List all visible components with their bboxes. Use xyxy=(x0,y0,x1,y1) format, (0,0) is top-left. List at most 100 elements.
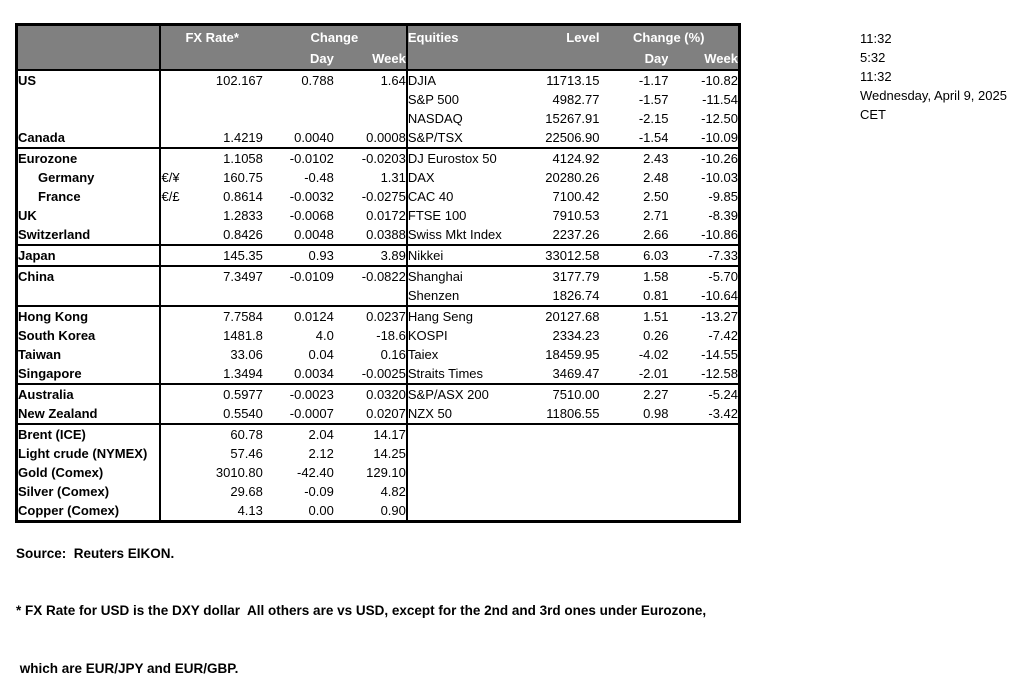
equity-change-week-cell: -5.24 xyxy=(668,383,740,404)
country-cell: Hong Kong xyxy=(16,305,162,326)
equity-name-cell: Shenzen xyxy=(405,286,509,306)
equity-change-day-cell xyxy=(600,482,669,501)
table-row: China 7.3497 -0.0109 -0.0822 Shanghai 3177.79… xyxy=(16,265,740,286)
equity-level-cell: 20280.26 xyxy=(545,170,600,185)
header-row-1: FX Rate* Change Equities Level Change (%… xyxy=(16,24,740,50)
equity-change-day-cell: 1.51 xyxy=(599,305,669,326)
equity-change-week-cell: -10.03 xyxy=(701,170,738,185)
header-day-pct: Day xyxy=(599,50,669,71)
header-equities: Equities xyxy=(405,24,509,50)
header-level: Level xyxy=(508,24,600,50)
date-label: Wednesday, April 9, 2025 xyxy=(860,88,1007,103)
fx-change-week-cell xyxy=(334,109,407,128)
currency-pair-cell xyxy=(160,128,199,148)
country-cell xyxy=(16,286,162,306)
equity-change-week-cell: -10.26 xyxy=(668,147,740,168)
currency-pair-cell xyxy=(160,90,199,109)
country-cell: New Zealand xyxy=(16,404,162,424)
table-row: France €/£ 0.8614 -0.0032 -0.0275 CAC 40 7100.… xyxy=(16,187,740,206)
fx-change-week-cell: 0.0237 xyxy=(333,305,407,326)
equity-level-cell: 7100.42 xyxy=(552,189,600,204)
fx-rate-cell: 1.3494 xyxy=(223,366,263,381)
header-row-2: Day Week Day Week xyxy=(16,50,740,71)
fx-change-week-cell: -0.0025 xyxy=(361,366,406,381)
table-row: Brent (ICE) 60.78 2.04 14.17 xyxy=(16,423,740,444)
equity-name-cell: CAC 40 xyxy=(405,187,509,206)
fx-change-week-cell: -0.0203 xyxy=(333,147,407,168)
equity-change-day-cell: -1.54 xyxy=(638,130,669,145)
header-empty-level xyxy=(508,50,600,71)
time-local: 5:32 xyxy=(860,50,886,65)
equity-name-cell: Taiex xyxy=(405,345,509,364)
country-cell: Brent (ICE) xyxy=(16,423,162,444)
fx-rate-cell: 0.5977 xyxy=(199,383,263,404)
equity-change-day-cell: 2.48 xyxy=(643,170,669,185)
table-row: Hong Kong 7.7584 0.0124 0.0237 Hang Seng 2012… xyxy=(16,305,740,326)
table-row: Singapore 1.3494 0.0034 -0.0025 Straits Time… xyxy=(16,364,740,384)
fx-change-day-cell: 2.12 xyxy=(308,446,334,461)
fx-rate-cell: 33.06 xyxy=(230,347,263,362)
country-cell: Singapore xyxy=(16,364,162,384)
equity-change-week-cell xyxy=(668,482,739,501)
fx-rate-cell: 0.8426 xyxy=(223,227,263,242)
fx-change-day-cell: 0.93 xyxy=(262,244,334,266)
country-cell: South Korea xyxy=(16,326,162,345)
fx-change-day-cell: 0.788 xyxy=(301,73,334,88)
equity-change-week-cell: -8.39 xyxy=(708,208,738,223)
country-cell: Gold (Comex) xyxy=(16,463,162,482)
fx-change-week-cell: 0.16 xyxy=(380,347,406,362)
equity-level-cell: 22506.90 xyxy=(545,130,600,145)
currency-pair-cell xyxy=(160,305,200,326)
equity-level-cell xyxy=(508,463,599,482)
header-fx-rate: FX Rate* xyxy=(160,24,263,50)
currency-pair-cell xyxy=(160,147,200,168)
equity-change-week-cell: -10.09 xyxy=(701,130,738,145)
fx-rate-cell: 7.3497 xyxy=(199,265,263,286)
equity-level-cell: 18459.95 xyxy=(545,347,600,362)
equity-change-week-cell: -13.27 xyxy=(668,305,740,326)
equity-name-cell: S&P/ASX 200 xyxy=(405,383,509,404)
equity-change-week-cell: -11.54 xyxy=(702,92,738,107)
fx-change-day-cell: -42.40 xyxy=(296,465,334,480)
fx-change-day-cell: -0.48 xyxy=(304,170,334,185)
country-cell: Silver (Comex) xyxy=(16,482,162,501)
equity-change-day-cell: -2.15 xyxy=(638,111,669,126)
equity-change-day-cell: -2.01 xyxy=(638,366,669,381)
equity-name-cell: Straits Times xyxy=(405,364,509,384)
fx-change-day-cell: -0.0032 xyxy=(289,189,334,204)
header-day: Day xyxy=(262,50,334,71)
equity-name-cell: S&P 500 xyxy=(405,90,509,109)
fx-change-week-cell: 3.89 xyxy=(333,244,407,266)
fx-change-week-cell: 14.25 xyxy=(373,446,406,461)
equity-level-cell xyxy=(508,444,599,463)
fx-change-week-cell: 4.82 xyxy=(380,484,406,499)
source-note: Source: Reuters EIKON. xyxy=(16,545,175,561)
currency-pair-cell xyxy=(160,383,200,404)
equity-level-cell: 7510.00 xyxy=(508,383,600,404)
currency-pair-cell xyxy=(160,463,199,482)
equity-change-day-cell xyxy=(599,423,669,444)
table-row: Japan 145.35 0.93 3.89 Nikkei 33012.58 6.03 -7.… xyxy=(16,244,740,266)
table-row: Taiwan 33.06 0.04 0.16 Taiex 18459.95 -4.02 -14… xyxy=(16,345,740,364)
fx-change-week-cell xyxy=(334,90,407,109)
equity-change-day-cell: -4.02 xyxy=(638,347,669,362)
equity-change-day-cell: 0.81 xyxy=(643,288,669,303)
timestamp-block: 11:32 5:32 11:32 Wednesday, April 9, 202… xyxy=(860,29,1007,124)
equity-level-cell: 2237.26 xyxy=(552,227,600,242)
equity-change-week-cell: -14.55 xyxy=(701,347,738,362)
equity-change-week-cell: -7.42 xyxy=(708,328,738,343)
fx-change-week-cell: 0.0207 xyxy=(366,406,406,421)
equity-change-day-cell: 0.98 xyxy=(643,406,669,421)
equity-change-week-cell: -9.85 xyxy=(708,189,738,204)
fx-rate-cell: 0.8614 xyxy=(223,189,263,204)
equity-name-cell: DJIA xyxy=(405,70,509,90)
table-row: US 102.167 0.788 1.64 DJIA 11713.15 -1.17 -10.8… xyxy=(16,70,740,90)
equity-name-cell: Shanghai xyxy=(405,265,509,286)
equity-change-day-cell: -1.17 xyxy=(638,73,669,88)
equity-name-cell xyxy=(405,482,509,501)
currency-pair-cell: €/¥ xyxy=(161,170,180,185)
fx-rate-cell: 160.75 xyxy=(223,170,263,185)
equity-change-day-cell: 2.27 xyxy=(599,383,669,404)
equity-change-week-cell: -3.42 xyxy=(708,406,738,421)
equity-level-cell: 4982.77 xyxy=(552,92,600,107)
